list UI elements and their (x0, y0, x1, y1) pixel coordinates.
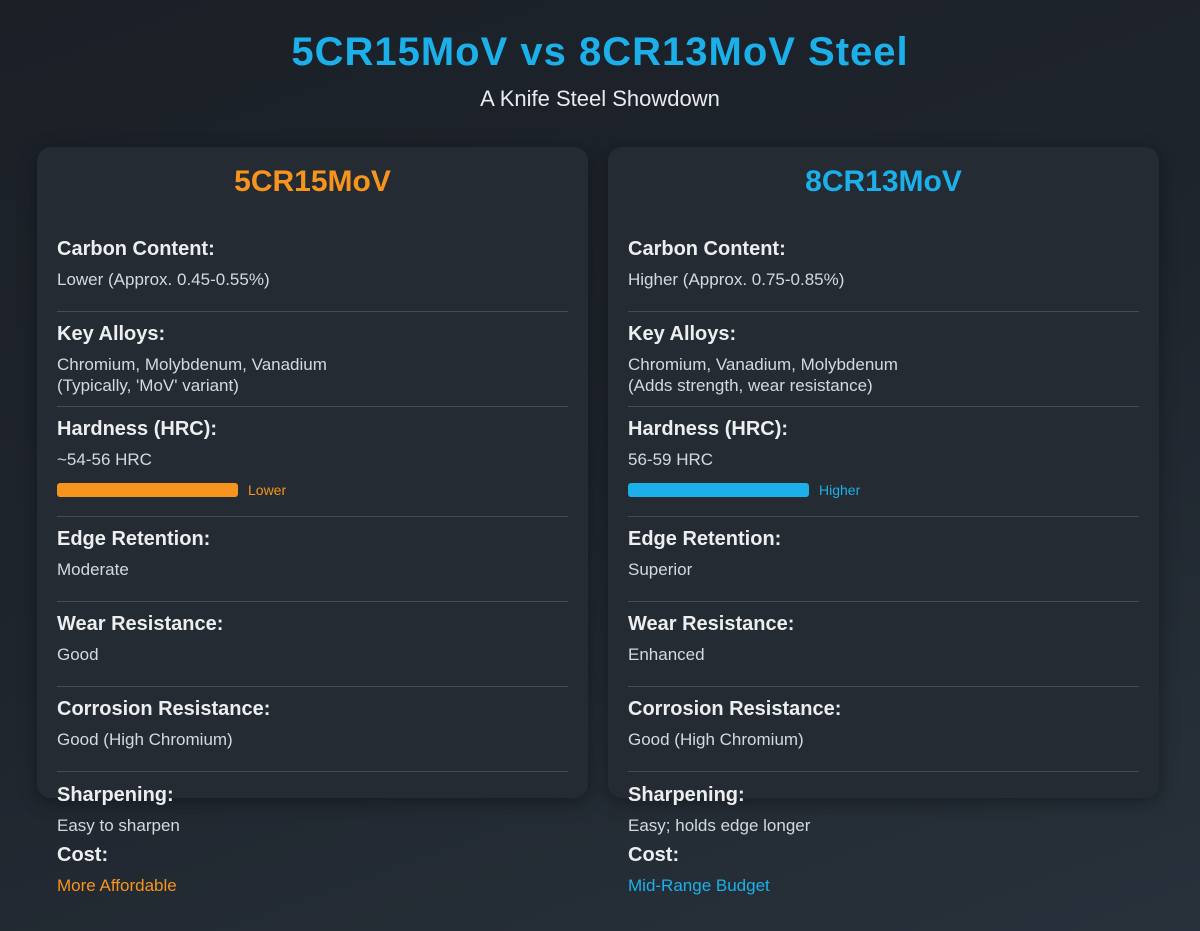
cost-value: More Affordable (57, 876, 177, 895)
prop-label: Corrosion Resistance: (628, 698, 842, 720)
sharpening: Sharpening: Easy; holds edge longer (628, 783, 1139, 836)
carbon-content: Carbon Content: Higher (Approx. 0.75-0.8… (628, 237, 1139, 290)
prop-label: Key Alloys: (628, 323, 737, 345)
edge-retention: Edge Retention: Superior (628, 527, 1139, 580)
prop-value: Easy; holds edge longer (628, 816, 811, 835)
divider (57, 686, 568, 687)
corrosion-resistance: Corrosion Resistance: Good (High Chromiu… (57, 697, 568, 750)
cost: Cost: More Affordable (57, 843, 568, 896)
divider (628, 771, 1139, 772)
prop-value: Good (High Chromium) (57, 730, 233, 749)
divider (628, 311, 1139, 312)
prop-label: Edge Retention: (57, 528, 211, 550)
cost: Cost: Mid-Range Budget (628, 843, 1139, 896)
hardness-bar-row: Higher (628, 482, 860, 498)
prop-value: Chromium, Vanadium, Molybdenum (628, 355, 898, 374)
prop-label: Hardness (HRC): (57, 418, 218, 440)
prop-value: Chromium, Molybdenum, Vanadium (57, 355, 327, 374)
prop-label: Sharpening: (57, 784, 174, 806)
prop-value: (Typically, 'MoV' variant) (57, 376, 239, 395)
divider (628, 516, 1139, 517)
key-alloys: Key Alloys: Chromium, Vanadium, Molybden… (628, 322, 1139, 396)
card-title: 5CR15MoV (234, 165, 391, 198)
corrosion-resistance: Corrosion Resistance: Good (High Chromiu… (628, 697, 1139, 750)
divider (628, 686, 1139, 687)
prop-label: Sharpening: (628, 784, 745, 806)
steel-card-5cr15mov: 5CR15MoV Carbon Content: Lower (Approx. … (37, 147, 588, 895)
prop-label: Key Alloys: (57, 323, 166, 345)
prop-label: Carbon Content: (57, 238, 215, 260)
divider (57, 516, 568, 517)
divider (628, 601, 1139, 602)
card-title: 8CR13MoV (805, 165, 962, 198)
prop-value: Good (High Chromium) (628, 730, 804, 749)
hardness-bar-label: Lower (248, 482, 287, 498)
prop-value: Easy to sharpen (57, 816, 180, 835)
wear-resistance: Wear Resistance: Enhanced (628, 612, 1139, 665)
divider (628, 406, 1139, 407)
hardness: Hardness (HRC): 56-59 HRC (628, 417, 1139, 470)
prop-label: Edge Retention: (628, 528, 782, 550)
hardness: Hardness (HRC): ~54-56 HRC (57, 417, 568, 470)
prop-value: Enhanced (628, 645, 705, 664)
hardness-bar-row: Lower (57, 482, 286, 498)
prop-label: Wear Resistance: (57, 613, 224, 635)
prop-value: Superior (628, 560, 693, 579)
divider (57, 311, 568, 312)
carbon-content: Carbon Content: Lower (Approx. 0.45-0.55… (57, 237, 568, 290)
prop-label: Cost: (628, 844, 680, 866)
divider (57, 406, 568, 407)
prop-label: Carbon Content: (628, 238, 786, 260)
prop-value: Lower (Approx. 0.45-0.55%) (57, 270, 270, 289)
wear-resistance: Wear Resistance: Good (57, 612, 568, 665)
prop-value: 56-59 HRC (628, 450, 714, 469)
sharpening: Sharpening: Easy to sharpen (57, 783, 568, 836)
hardness-bar (628, 483, 809, 497)
divider (57, 601, 568, 602)
prop-value: Higher (Approx. 0.75-0.85%) (628, 270, 845, 289)
edge-retention: Edge Retention: Moderate (57, 527, 568, 580)
prop-value: (Adds strength, wear resistance) (628, 376, 873, 395)
divider (57, 771, 568, 772)
prop-value: Good (57, 645, 99, 664)
prop-label: Hardness (HRC): (628, 418, 789, 440)
prop-value: ~54-56 HRC (57, 450, 152, 469)
hardness-bar-label: Higher (819, 482, 861, 498)
steel-card-8cr13mov: 8CR13MoV Carbon Content: Higher (Approx.… (608, 147, 1159, 895)
page-title: 5CR15MoV vs 8CR13MoV Steel (291, 30, 909, 74)
prop-value: Moderate (57, 560, 129, 579)
hardness-bar (57, 483, 238, 497)
prop-label: Corrosion Resistance: (57, 698, 271, 720)
cost-value: Mid-Range Budget (628, 876, 770, 895)
prop-label: Wear Resistance: (628, 613, 795, 635)
prop-label: Cost: (57, 844, 109, 866)
key-alloys: Key Alloys: Chromium, Molybdenum, Vanadi… (57, 322, 568, 396)
page-subtitle: A Knife Steel Showdown (480, 86, 720, 111)
